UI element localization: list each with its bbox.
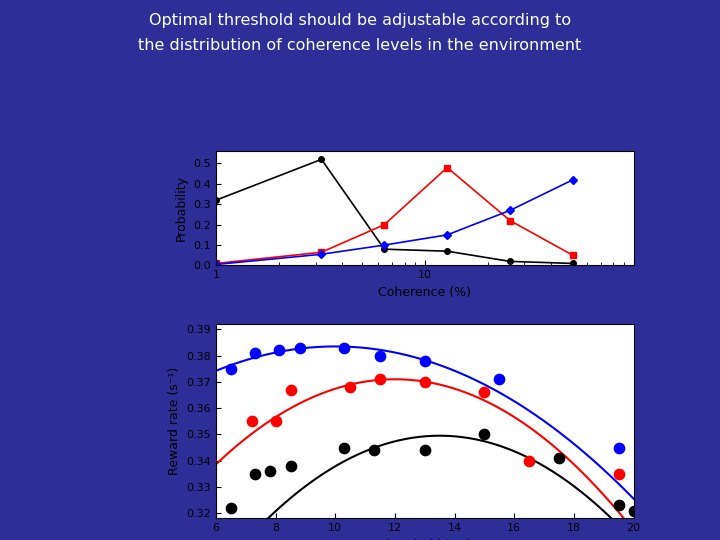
X-axis label: Coherence (%): Coherence (%) — [378, 286, 472, 299]
Point — [285, 462, 297, 470]
Point — [419, 377, 431, 386]
Point — [479, 430, 490, 438]
Y-axis label: Probability: Probability — [175, 176, 188, 241]
Point — [628, 506, 639, 515]
Text: Optimal threshold should be adjustable according to: Optimal threshold should be adjustable a… — [149, 14, 571, 29]
Y-axis label: Reward rate (s⁻¹): Reward rate (s⁻¹) — [168, 367, 181, 475]
Point — [374, 352, 386, 360]
Point — [285, 386, 297, 394]
Point — [225, 504, 237, 512]
Point — [419, 446, 431, 455]
Point — [523, 456, 535, 465]
Point — [264, 467, 276, 475]
Point — [273, 346, 284, 355]
Point — [494, 375, 505, 383]
Point — [225, 364, 237, 373]
Point — [419, 356, 431, 365]
Point — [553, 454, 564, 462]
Point — [249, 469, 261, 478]
X-axis label: Threshold (Hz): Threshold (Hz) — [379, 539, 470, 540]
Text: the distribution of coherence levels in the environment: the distribution of coherence levels in … — [138, 38, 582, 53]
Point — [479, 388, 490, 397]
Point — [338, 343, 350, 352]
Point — [338, 443, 350, 452]
Point — [613, 443, 624, 452]
Point — [374, 375, 386, 383]
Point — [270, 417, 282, 426]
Point — [344, 383, 356, 391]
Point — [369, 446, 380, 455]
Point — [294, 343, 305, 352]
Point — [246, 417, 258, 426]
Point — [249, 349, 261, 357]
Point — [613, 501, 624, 510]
Point — [613, 469, 624, 478]
